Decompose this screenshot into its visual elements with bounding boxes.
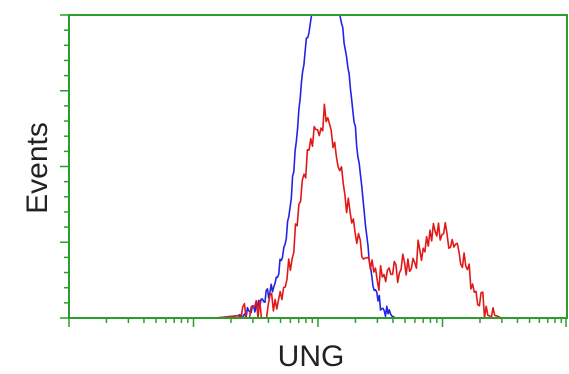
series-lines xyxy=(69,15,512,319)
plot-frame xyxy=(68,14,568,319)
axis-ticks xyxy=(60,14,567,327)
y-axis-label: Events xyxy=(21,122,54,214)
series-line-blue xyxy=(69,15,396,319)
series-line-red xyxy=(69,103,512,319)
x-axis-label: UNG xyxy=(277,340,345,373)
